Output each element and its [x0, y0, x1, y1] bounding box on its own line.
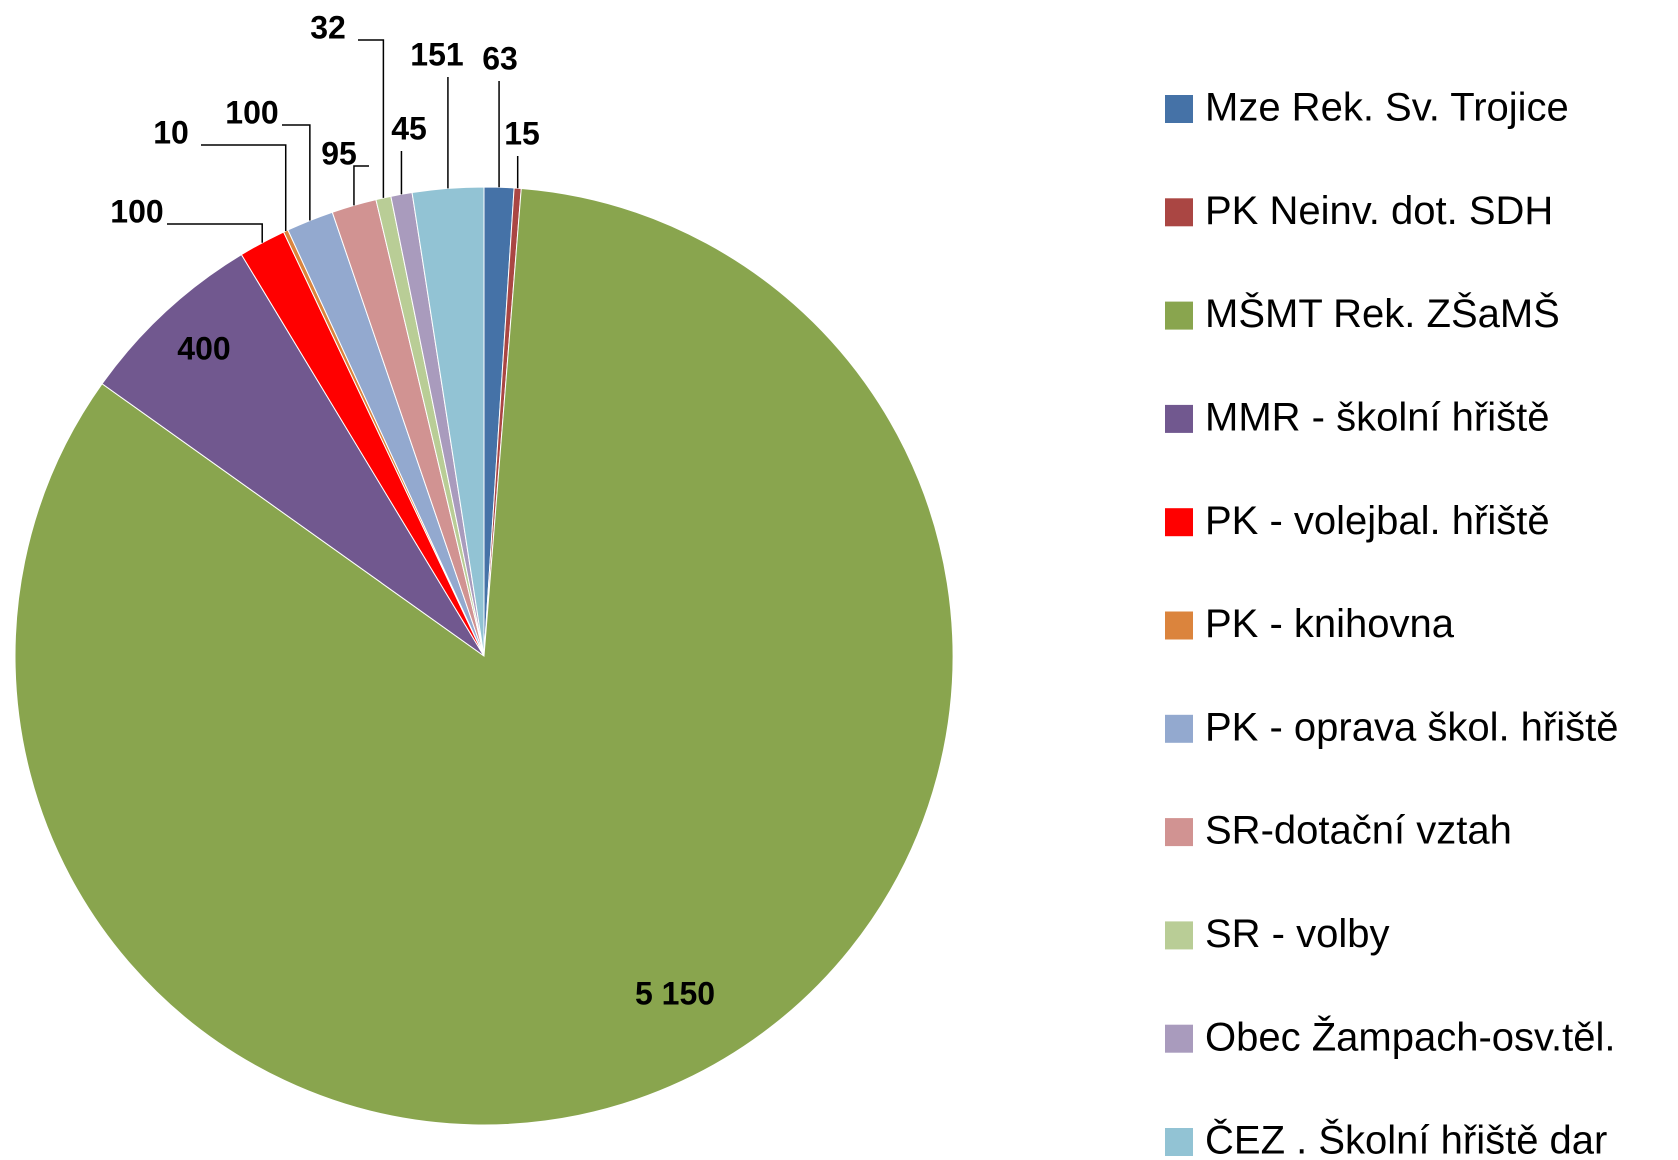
- legend-swatch: [1165, 508, 1193, 537]
- pie-slice: [14, 187, 954, 1126]
- value-label: 45: [391, 110, 427, 146]
- value-label: 63: [482, 40, 518, 76]
- legend-swatch: [1165, 1128, 1193, 1156]
- leader-line: [353, 165, 369, 206]
- value-label: 32: [310, 9, 346, 45]
- legend-label: PK - volejbal. hřiště: [1205, 499, 1550, 543]
- value-label: 10: [153, 114, 189, 150]
- pie-slice: [101, 253, 485, 657]
- legend-label: SR - volby: [1205, 912, 1390, 956]
- value-label: 5 150: [635, 975, 715, 1011]
- legend-label: PK - oprava škol. hřiště: [1205, 705, 1619, 749]
- leader-line: [282, 124, 311, 221]
- leader-line: [201, 144, 287, 231]
- legend-swatch: [1165, 818, 1193, 847]
- legend-label: Obec Žampach-osv.těl.: [1205, 1014, 1616, 1059]
- legend-swatch: [1165, 198, 1193, 227]
- legend-label: ČEZ . Školní hřiště dar: [1205, 1118, 1607, 1160]
- legend-label: MMR - školní hřiště: [1205, 395, 1550, 439]
- legend-swatch: [1165, 95, 1193, 123]
- legend-swatch: [1165, 611, 1193, 640]
- value-label: 151: [410, 36, 463, 72]
- legend-swatch: [1165, 714, 1193, 743]
- leader-line: [167, 223, 263, 243]
- legend-swatch: [1165, 921, 1193, 950]
- legend-label: Mze Rek. Sv. Trojice: [1205, 86, 1569, 130]
- legend-label: PK Neinv. dot. SDH: [1205, 189, 1553, 233]
- value-label: 100: [225, 94, 278, 130]
- legend-label: MŠMT Rek. ZŠaMŠ: [1205, 291, 1560, 336]
- legend-swatch: [1165, 1024, 1193, 1053]
- value-label: 95: [321, 135, 357, 171]
- legend-swatch: [1165, 404, 1193, 433]
- legend-label: SR-dotační vztah: [1205, 809, 1512, 853]
- value-label: 15: [504, 115, 540, 151]
- pie-slice: [411, 186, 485, 657]
- leader-line: [358, 39, 385, 198]
- legend-swatch: [1165, 301, 1193, 330]
- legend-label: PK - knihovna: [1205, 602, 1455, 646]
- value-label: 400: [177, 330, 230, 366]
- value-label: 100: [110, 193, 163, 229]
